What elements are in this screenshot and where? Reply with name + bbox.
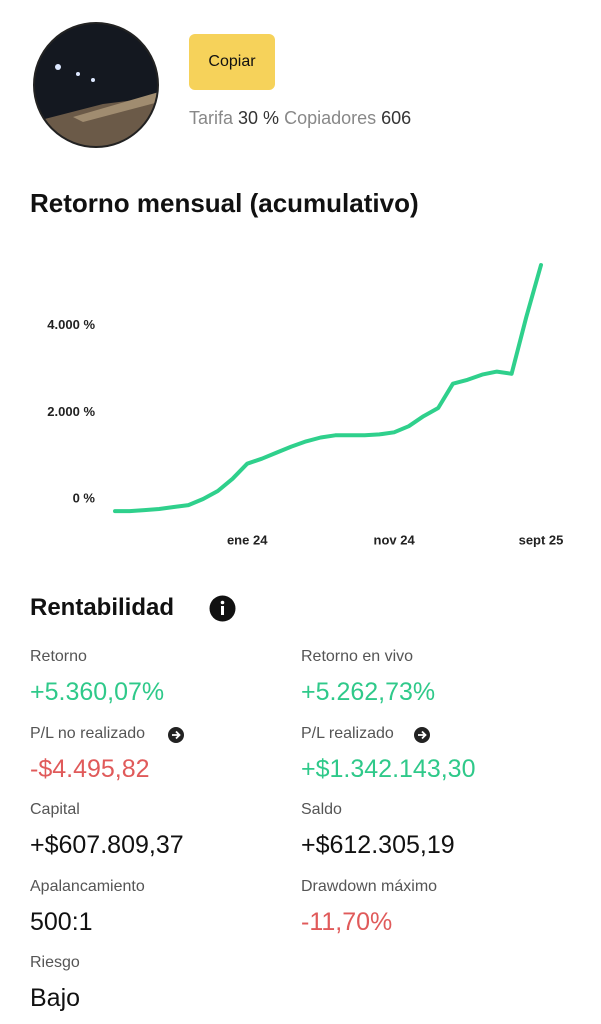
arrow-icon[interactable]: [167, 726, 185, 744]
line: [113, 263, 543, 514]
metric-label: Drawdown máximo: [301, 877, 438, 895]
copiers: 606: [381, 108, 412, 128]
metric-value: +$607.809,37: [30, 831, 184, 859]
metric-value: +5.262,73%: [301, 678, 436, 706]
copy-button[interactable]: Copiar: [189, 34, 275, 90]
arrow-icon[interactable]: [413, 726, 431, 744]
metric-label: Retorno: [30, 648, 87, 665]
copiers-label: Copiadores: [284, 108, 377, 128]
x-tick-label: sept 25: [519, 532, 564, 547]
metric-label: Apalancamiento: [30, 877, 145, 895]
info-icon[interactable]: [209, 595, 236, 622]
metric-label: Riesgo: [30, 954, 80, 971]
fee-line: Tarifa 30 % Copiadores 606: [189, 108, 411, 129]
section-title: Rentabilidad: [30, 594, 175, 621]
metric-value: +5.360,07%: [30, 678, 165, 706]
metric-label: Retorno en vivo: [301, 648, 414, 665]
metric-value: 500:1: [30, 907, 93, 936]
y-tick-label: 0 %: [73, 490, 96, 505]
metric-label: Capital: [30, 801, 80, 818]
metric-value: -11,70%: [301, 907, 393, 936]
metric-label: P/L realizado: [301, 724, 394, 742]
y-tick-label: 4.000 %: [47, 317, 95, 332]
x-tick-label: ene 24: [227, 532, 268, 547]
metric-value: +$1.342.143,30: [301, 754, 476, 783]
avatar: [33, 22, 159, 148]
metric-value: -$4.495,82: [30, 754, 150, 783]
y-tick-label: 2.000 %: [47, 404, 95, 419]
x-tick-label: nov 24: [374, 532, 416, 547]
metric-value: +$612.305,19: [301, 831, 455, 859]
fee: 30 %: [238, 108, 280, 128]
metric-label: P/L no realizado: [30, 724, 146, 742]
fee-label: Tarifa: [189, 108, 234, 128]
chart-title: Retorno mensual (acumulativo): [30, 188, 419, 218]
chart: 0 % 2.000 % 4.000 % ene 24 nov 24 sept 25: [47, 263, 564, 547]
metric-value: Bajo: [30, 984, 81, 1012]
metric-label: Saldo: [301, 801, 342, 818]
